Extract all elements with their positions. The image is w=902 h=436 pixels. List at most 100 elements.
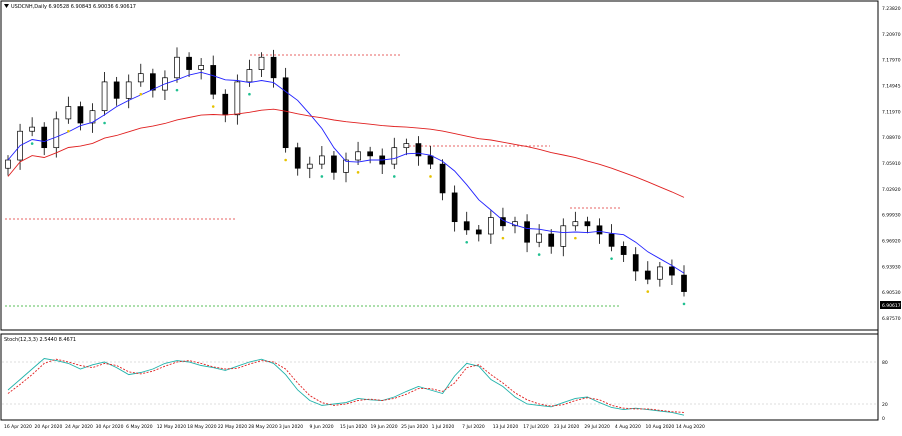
fractal-marker — [646, 290, 650, 293]
price-scale — [880, 1, 901, 419]
date-tick-label: 28 May 2020 — [248, 424, 277, 430]
candle-body — [367, 151, 373, 157]
fractal-marker — [574, 236, 577, 240]
date-tick-label: 23 Jul 2020 — [554, 424, 580, 430]
date-tick-label: 3 Jun 2020 — [279, 424, 303, 430]
date-tick-label: 25 Jun 2020 — [401, 424, 428, 430]
candle-body — [306, 163, 313, 169]
candle-body — [596, 225, 603, 235]
date-tick-label: 9 Jun 2020 — [309, 424, 333, 430]
candle-body — [5, 159, 11, 169]
candle-body — [53, 118, 60, 149]
candle-body — [282, 77, 289, 149]
candle-body — [669, 266, 675, 276]
fractal-marker — [537, 253, 541, 256]
date-tick-label: 13 Jul 2020 — [493, 424, 519, 430]
candle-body — [29, 126, 35, 132]
price-tick-label: 7.14945 — [882, 84, 901, 90]
date-tick-label: 29 Jul 2020 — [584, 424, 610, 430]
date-tick-label: 22 May 2020 — [218, 424, 247, 430]
candle-body — [210, 65, 217, 95]
candle-body — [584, 221, 591, 227]
price-tick-label: 7.11970 — [882, 109, 901, 115]
candle-body — [198, 65, 204, 70]
candle-body — [246, 69, 253, 83]
candle-body — [150, 73, 156, 91]
price-tick-label: 7.20970 — [882, 32, 901, 38]
fractal-marker — [682, 302, 686, 306]
date-tick-label: 17 Jul 2020 — [523, 424, 549, 430]
fractal-marker — [139, 92, 143, 96]
candle-body — [343, 159, 349, 173]
candle-body — [222, 93, 229, 116]
date-tick-label: 16 Apr 2020 — [4, 424, 32, 430]
candle-body — [331, 155, 337, 173]
candle-body — [174, 56, 180, 79]
price-tick-label: 7.17970 — [882, 58, 901, 64]
candle-body — [355, 151, 361, 161]
stoch-header: Stoch(12,3,3) 2.5440 8.4671 — [4, 337, 76, 343]
moving-averages-group — [7, 71, 685, 274]
price-tick-label: 7.23820 — [882, 6, 901, 12]
fractal-marker — [356, 171, 360, 174]
date-tick-label: 12 May 2020 — [157, 424, 186, 430]
candle-body — [270, 56, 277, 79]
price-tick-label: 7.02920 — [882, 187, 901, 193]
candle-body — [644, 270, 651, 280]
date-tick-label: 15 Jun 2020 — [340, 424, 367, 430]
candle-body — [234, 81, 241, 116]
candle-body — [475, 229, 482, 235]
candle-body — [294, 147, 301, 169]
candle-body — [536, 233, 542, 243]
stoch-tick-label: 80 — [882, 360, 888, 366]
candle-body — [620, 246, 627, 255]
date-tick-label: 7 Jul 2020 — [462, 424, 485, 430]
candle-body — [403, 143, 410, 149]
date-tick-label: 20 Apr 2020 — [35, 424, 63, 430]
stoch-main-line — [7, 358, 685, 416]
candle-body — [608, 233, 615, 247]
candle-body — [89, 110, 96, 124]
stoch-tick-label: 20 — [882, 402, 888, 408]
fractal-marker — [465, 240, 469, 244]
candle-body — [137, 73, 144, 83]
ma-fast-line — [7, 71, 685, 274]
candle-body — [451, 192, 458, 223]
stoch-signal-line — [7, 358, 685, 413]
current-price-tag — [880, 301, 901, 309]
fractal-marker — [248, 92, 251, 96]
price-tick-label: 6.90530 — [882, 290, 901, 296]
dropdown-triangle-icon[interactable] — [4, 4, 9, 8]
date-tick-label: 4 Aug 2020 — [615, 424, 641, 430]
date-tick-label: 18 May 2020 — [187, 424, 216, 430]
candle-body — [657, 266, 663, 280]
candle-body — [439, 163, 446, 194]
fractal-markers-group — [30, 88, 686, 306]
price-tick-label: 6.93930 — [882, 264, 901, 270]
candle-body — [463, 221, 470, 231]
fractal-marker — [103, 121, 106, 125]
fractal-marker — [392, 175, 396, 178]
candle-body — [319, 155, 325, 165]
date-tick-label: 1 Jul 2020 — [432, 424, 455, 430]
candle-body — [560, 225, 567, 247]
candle-body — [101, 81, 108, 112]
fractal-marker — [30, 142, 34, 145]
date-tick-label: 10 Aug 2020 — [645, 424, 674, 430]
date-tick-label: 30 Apr 2020 — [96, 424, 124, 430]
candle-body — [572, 221, 579, 227]
fractal-marker — [67, 129, 70, 133]
fractal-marker — [429, 175, 432, 178]
candle-body — [524, 221, 530, 243]
price-tick-label: 7.05910 — [882, 161, 901, 167]
stoch-panel-frame — [0, 333, 879, 421]
candle-body — [77, 106, 84, 124]
current-price-label: 6.90617 — [882, 303, 901, 309]
fractal-marker — [175, 88, 179, 92]
stoch-lines-group — [2, 358, 877, 416]
candle-body — [186, 56, 192, 70]
stoch-tick-label: 0 — [882, 416, 885, 422]
candle-body — [415, 143, 422, 157]
fractal-marker — [284, 158, 287, 162]
